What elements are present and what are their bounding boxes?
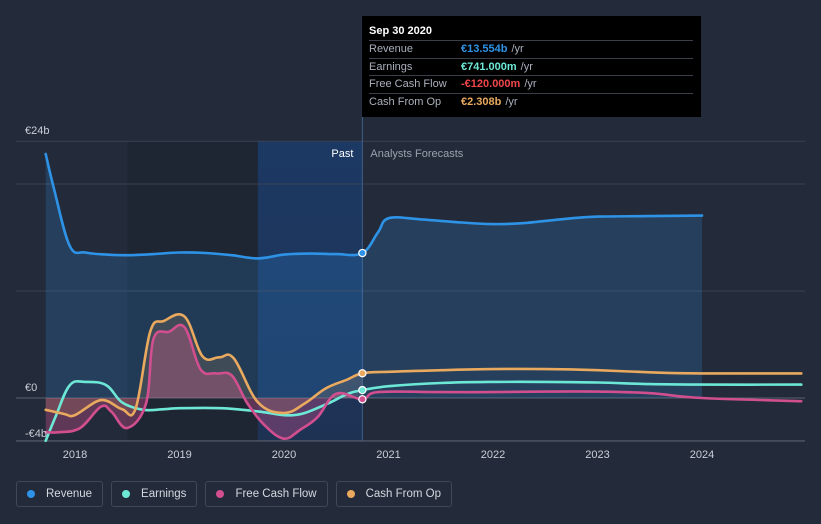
tooltip-row-earnings: Earnings €741.000m /yr: [369, 57, 693, 76]
legend-item-revenue[interactable]: Revenue: [16, 481, 104, 507]
past-label: Past: [331, 148, 353, 160]
legend: Revenue Earnings Free Cash Flow Cash Fro…: [16, 481, 453, 507]
marker-free-cash-flow: [358, 395, 367, 404]
legend-dot-icon: [216, 490, 225, 498]
tooltip-value: €741.000m: [461, 60, 517, 73]
marker-cash-from-op: [358, 369, 367, 378]
line-earnings: [44, 380, 803, 443]
tooltip-unit: /yr: [511, 43, 524, 55]
tooltip-value: €13.554b: [461, 43, 508, 55]
tooltip-date: Sep 30 2020: [369, 25, 432, 37]
forecast-label: Analysts Forecasts: [370, 148, 463, 160]
line-free-cash-flow: [44, 323, 803, 441]
tooltip-label: Revenue: [369, 43, 414, 55]
x-tick-label: 2022: [481, 449, 505, 461]
tooltip-row-free-cash-flow: Free Cash Flow -€120.000m /yr: [369, 75, 693, 93]
legend-dot-icon: [27, 490, 35, 498]
x-tick-label: 2019: [167, 449, 191, 461]
tooltip-unit: /yr: [520, 60, 533, 73]
tooltip-label: Earnings: [369, 60, 413, 73]
tooltip-label: Cash From Op: [369, 95, 442, 108]
line-cash-from-op: [44, 312, 803, 418]
tooltip-row-cash-from-op: Cash From Op €2.308b /yr: [369, 92, 693, 111]
marker-earnings: [358, 385, 367, 395]
area-cash-from-op: [45, 314, 363, 417]
legend-item-free-cash-flow[interactable]: Free Cash Flow: [205, 481, 328, 507]
x-tick-label: 2021: [376, 449, 400, 461]
tooltip-unit: /yr: [524, 78, 537, 90]
x-tick-label: 2020: [272, 449, 296, 461]
tooltip-value: €2.308b: [461, 95, 502, 108]
legend-label: Cash From Op: [365, 488, 442, 500]
x-tick-label: 2024: [690, 449, 714, 461]
tooltip: Sep 30 2020 Revenue €13.554b /yr Earning…: [362, 16, 701, 117]
legend-label: Revenue: [46, 488, 93, 500]
legend-label: Free Cash Flow: [235, 488, 317, 500]
legend-dot-icon: [346, 490, 355, 498]
marker-revenue: [358, 248, 367, 258]
tooltip-row-revenue: Revenue €13.554b /yr: [369, 40, 693, 58]
legend-dot-icon: [122, 490, 131, 498]
legend-item-earnings[interactable]: Earnings: [111, 481, 198, 507]
line-revenue: [44, 152, 704, 260]
y-tick-label: €0: [25, 382, 37, 394]
x-tick-label: 2023: [585, 449, 609, 461]
tooltip-unit: /yr: [505, 95, 518, 108]
y-tick-label: €24b: [25, 125, 49, 137]
y-tick-label: -€4b: [25, 428, 47, 440]
x-tick-label: 2018: [63, 449, 87, 461]
tooltip-value: -€120.000m: [461, 78, 521, 90]
tooltip-label: Free Cash Flow: [369, 78, 447, 90]
area-revenue: [45, 154, 702, 398]
legend-label: Earnings: [141, 488, 187, 500]
legend-item-cash-from-op[interactable]: Cash From Op: [335, 481, 453, 507]
